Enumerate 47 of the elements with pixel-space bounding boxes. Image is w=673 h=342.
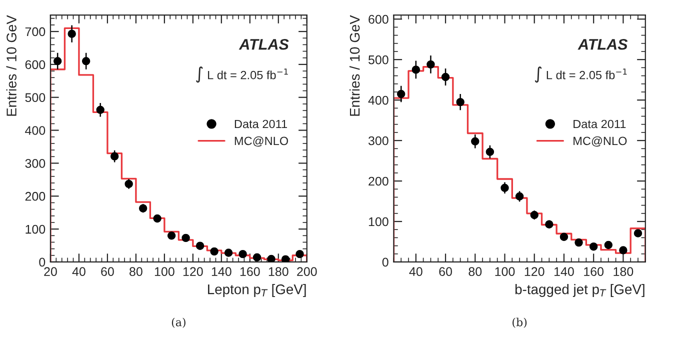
legend-label: MC@NLO bbox=[574, 136, 627, 147]
x-tick-label: 160 bbox=[584, 267, 604, 276]
x-tick-label: 180 bbox=[268, 267, 288, 276]
y-tick-label: 500 bbox=[368, 55, 388, 64]
x-tick-label: 140 bbox=[212, 267, 232, 276]
x-tick-label: 40 bbox=[72, 267, 86, 276]
y-axis-title: Entries / 10 GeV bbox=[6, 15, 16, 116]
annotation: ATLAS bbox=[578, 38, 628, 50]
legend-label: Data 2011 bbox=[574, 120, 626, 128]
x-tick-label: 20 bbox=[44, 267, 57, 276]
x-tick-label: 120 bbox=[524, 267, 544, 276]
y-tick-label: 400 bbox=[25, 126, 46, 135]
x-axis-title: Lepton p$_{T}$ [GeV] bbox=[208, 284, 306, 297]
annotation: ATLAS bbox=[238, 38, 289, 50]
x-tick-label: 80 bbox=[468, 267, 482, 276]
x-tick-label: 60 bbox=[101, 267, 114, 276]
x-tick-label: 200 bbox=[297, 267, 317, 276]
annotation: ∫ L dt = 2.05 fb$^{−1}$ bbox=[534, 66, 627, 83]
x-tick-label: 180 bbox=[614, 267, 634, 276]
y-tick-label: 0 bbox=[382, 258, 388, 267]
x-tick-label: 120 bbox=[183, 267, 203, 276]
y-tick-label: 200 bbox=[368, 176, 388, 186]
y-tick-label: 300 bbox=[25, 159, 46, 168]
annotation: ∫ L dt = 2.05 fb$^{−1}$ bbox=[196, 66, 288, 83]
text: (b) bbox=[512, 318, 527, 328]
x-tick-label: 40 bbox=[409, 267, 422, 276]
y-axis-title: Entries / 10 GeV bbox=[349, 15, 360, 116]
x-axis-title: b-tagged jet p$_{T}$ [GeV] bbox=[515, 284, 644, 297]
y-tick-label: 300 bbox=[368, 136, 388, 146]
x-tick-label: 100 bbox=[495, 267, 515, 276]
y-tick-label: 100 bbox=[26, 224, 46, 234]
x-tick-label: 100 bbox=[154, 267, 174, 276]
x-tick-label: 160 bbox=[240, 267, 260, 276]
y-tick-label: 500 bbox=[25, 93, 46, 102]
y-tick-label: 0 bbox=[39, 258, 46, 267]
legend-label: MC@NLO bbox=[234, 136, 288, 147]
x-tick-label: 140 bbox=[554, 267, 574, 276]
y-tick-label: 200 bbox=[25, 192, 46, 201]
y-tick-label: 600 bbox=[368, 14, 388, 24]
legend-label: Data 2011 bbox=[234, 120, 287, 128]
text: (a) bbox=[172, 318, 186, 328]
y-tick-label: 100 bbox=[368, 217, 388, 226]
x-tick-label: 60 bbox=[439, 267, 452, 276]
x-tick-label: 80 bbox=[130, 267, 142, 276]
y-tick-label: 700 bbox=[25, 27, 46, 36]
y-tick-label: 600 bbox=[25, 60, 46, 70]
y-tick-label: 400 bbox=[368, 96, 388, 105]
